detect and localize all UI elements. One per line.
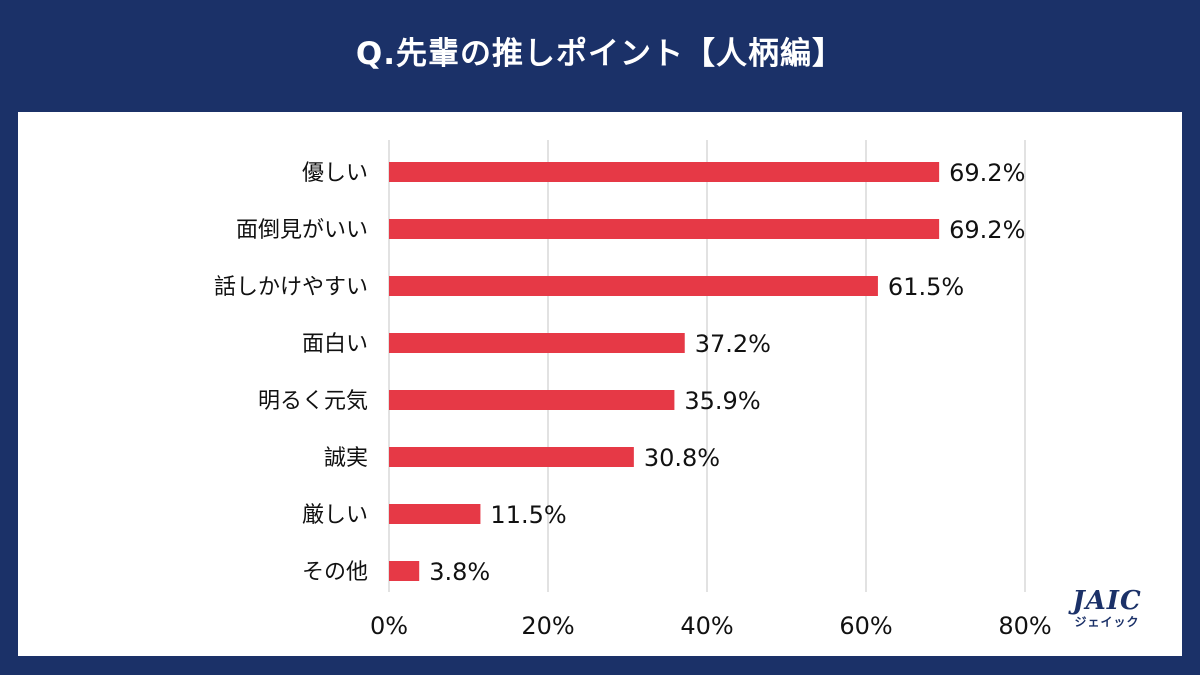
value-label: 37.2% [695, 330, 771, 358]
value-label: 3.8% [429, 558, 490, 586]
category-label: 誠実 [324, 446, 368, 471]
bar [389, 276, 878, 296]
x-tick-label: 80% [998, 612, 1051, 640]
logo-sub-text: ジェイック [1074, 615, 1140, 629]
bar [389, 333, 685, 353]
logo-main-text: JAIC [1072, 586, 1142, 616]
x-tick-label: 0% [370, 612, 408, 640]
category-label: 話しかけやすい [214, 275, 368, 300]
chart-panel: 0% 20% 40% 60% 80% 優しい 69.2% 面倒見がいい 69.2% 話しかけやすい… [18, 112, 1182, 656]
value-label: 30.8% [644, 444, 720, 472]
value-label: 35.9% [684, 387, 760, 415]
x-tick-label: 20% [521, 612, 574, 640]
category-label: その他 [302, 560, 368, 585]
value-label: 11.5% [490, 501, 566, 529]
value-label: 69.2% [949, 159, 1025, 187]
bar [389, 390, 675, 410]
x-tick-label: 40% [680, 612, 733, 640]
bar-chart: 0% 20% 40% 60% 80% 優しい 69.2% 面倒見がいい 69.2% 話しかけやすい… [214, 140, 1052, 640]
bar [389, 447, 634, 467]
bar [389, 504, 481, 524]
value-label: 69.2% [949, 216, 1025, 244]
bar [389, 561, 420, 581]
value-label: 61.5% [888, 273, 964, 301]
category-label: 面倒見がいい [236, 218, 368, 243]
chart-title: Q.先輩の推しポイント【人柄編】 [355, 36, 845, 72]
jaic-logo: JAIC ジェイック [1066, 588, 1148, 630]
category-label: 優しい [302, 161, 368, 186]
category-label: 面白い [302, 332, 368, 357]
bar [389, 219, 940, 239]
category-label: 明るく元気 [258, 389, 368, 414]
category-label: 厳しい [302, 503, 368, 528]
x-tick-label: 60% [839, 612, 892, 640]
bar [389, 162, 940, 182]
